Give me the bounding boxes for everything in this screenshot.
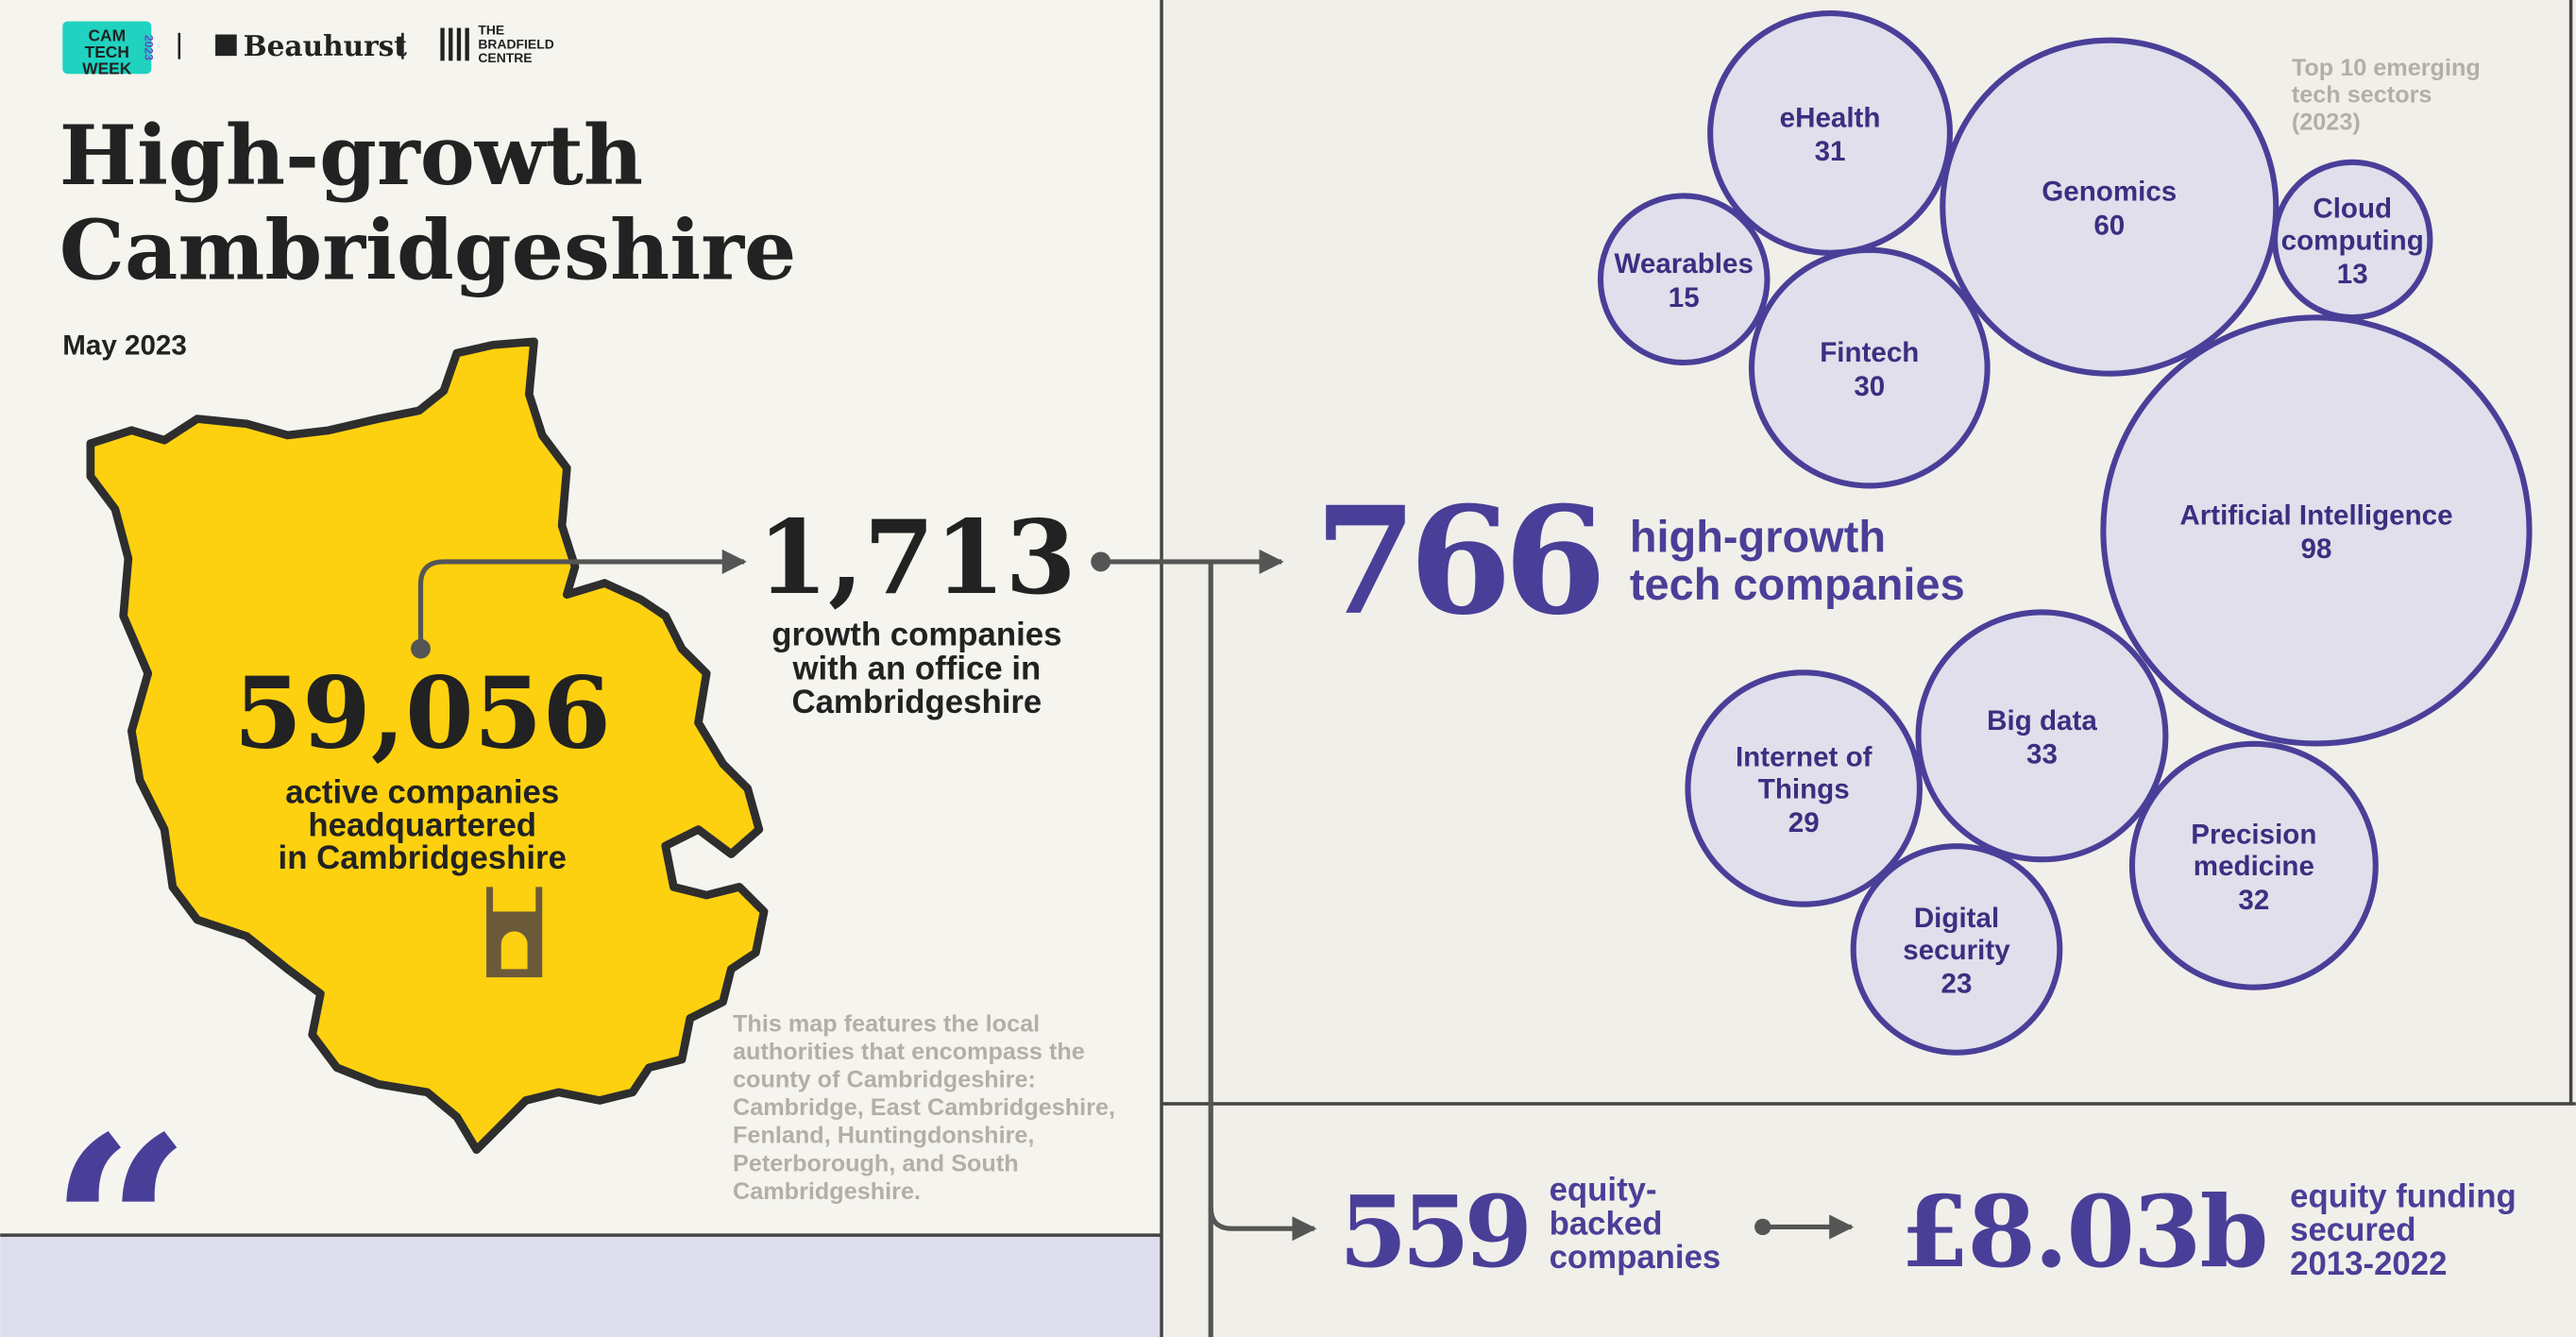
map-note: This map features the local [733, 1010, 1040, 1037]
icon-tower [535, 887, 543, 978]
sector-name: Big data [1987, 705, 2097, 736]
sector-name: Cloud [2313, 193, 2392, 224]
sectors-caption: (2023) [2292, 109, 2361, 135]
logo-text: Beauhurst [244, 29, 408, 62]
connector [417, 549, 747, 650]
stat-value: 766 [1314, 474, 1607, 648]
map-note: Peterborough, and South [733, 1150, 1019, 1176]
sector-bubble [1685, 669, 1923, 907]
stat-label: headquartered [308, 807, 536, 843]
map-note: county of Cambridgeshire: [733, 1067, 1036, 1093]
sector-bubble [2272, 159, 2433, 321]
sector-value: 33 [2026, 738, 2058, 770]
stat-label: in Cambridgeshire [279, 840, 567, 876]
stat-label: 2013-2022 [2290, 1246, 2447, 1282]
stat-label: active companies [285, 775, 559, 811]
sector-value: 98 [2301, 533, 2332, 565]
sector-value: 30 [1854, 371, 1885, 402]
stat-label: equity funding [2290, 1179, 2517, 1215]
stat-label: with an office in [791, 651, 1041, 686]
connector [1208, 1207, 1317, 1242]
logo-text: WEEK [82, 59, 132, 77]
county-map [86, 337, 769, 1155]
logo-year: 2023 [142, 35, 155, 60]
sectors-caption: Top 10 emerging [2292, 55, 2481, 81]
sector-name: Precision [2191, 819, 2316, 850]
logo-text: THE [478, 23, 504, 38]
stat-label: backed [1550, 1206, 1663, 1242]
logo-text: CENTRE [478, 50, 532, 65]
sector-bubble [1940, 37, 2279, 377]
sector-bubble [1915, 609, 2169, 863]
map-note: authorities that encompass the [733, 1039, 1085, 1065]
sector-value: 13 [2337, 259, 2368, 290]
icon-door [500, 931, 528, 970]
logo-text: TECH [85, 42, 129, 61]
sector-bubble [2100, 314, 2533, 747]
map-note: Fenland, Huntingdonshire, [733, 1123, 1034, 1149]
connector-dot [411, 638, 431, 659]
sector-name: security [1903, 935, 2010, 966]
stat-label: Cambridgeshire [791, 685, 1042, 720]
stat-value: 1,713 [757, 499, 1076, 618]
sector-name: Fintech [1820, 337, 1919, 368]
sector-value: 23 [1941, 969, 1973, 1000]
sectors-caption: tech sectors [2292, 82, 2432, 109]
map-note: Cambridge, East Cambridgeshire, [733, 1094, 1115, 1121]
sector-bubble [1748, 246, 1991, 489]
stat-label: high-growth [1630, 511, 1886, 561]
sector-bubble [1707, 9, 1953, 256]
stat-label: tech companies [1630, 559, 1965, 609]
title: High-growth [59, 107, 643, 204]
icon-tower [486, 887, 494, 978]
stat-value: £8.03b [1901, 1174, 2269, 1290]
sector-name: Internet of [1736, 742, 1873, 773]
title: Cambridgeshire [59, 202, 797, 299]
sector-name: Artificial Intelligence [2179, 499, 2452, 531]
sector-value: 15 [1669, 282, 1700, 313]
sector-bubble [1597, 193, 1771, 366]
logo-bar [456, 27, 462, 61]
sector-name: Genomics [2042, 177, 2177, 208]
sector-value: 60 [2093, 210, 2125, 241]
map-note: Cambridgeshire. [733, 1178, 921, 1205]
logo-bar [440, 27, 445, 61]
date: May 2023 [62, 330, 187, 362]
logo-text: BRADFIELD [478, 36, 553, 51]
sector-name: computing [2281, 225, 2424, 256]
logo-bar [449, 27, 453, 61]
sector-name: eHealth [1780, 102, 1881, 133]
quote-mark: “ [49, 1083, 191, 1337]
logo-icon [215, 34, 237, 57]
stat-label: companies [1550, 1240, 1721, 1276]
stat-label: equity- [1550, 1173, 1657, 1209]
sector-value: 32 [2238, 885, 2269, 916]
sector-bubble [1850, 843, 2063, 1056]
logo-block [62, 21, 152, 75]
stat-value: 59,056 [234, 654, 611, 770]
logo-bar [465, 27, 469, 61]
stat-label: secured [2290, 1212, 2415, 1248]
quote-band [0, 1235, 1162, 1337]
sector-value: 29 [1788, 807, 1820, 838]
logo-bars [440, 27, 469, 61]
sector-bubble [2128, 740, 2379, 990]
logo-text: CAM [88, 25, 126, 44]
stat-label: growth companies [771, 618, 1061, 653]
stat-value: 559 [1339, 1174, 1533, 1290]
sector-name: medicine [2194, 851, 2314, 882]
sector-name: Things [1758, 773, 1850, 804]
sector-value: 31 [1815, 136, 1846, 167]
sector-name: Digital [1914, 903, 1999, 934]
kings-college-icon [486, 887, 543, 978]
sector-name: Wearables [1615, 248, 1754, 279]
